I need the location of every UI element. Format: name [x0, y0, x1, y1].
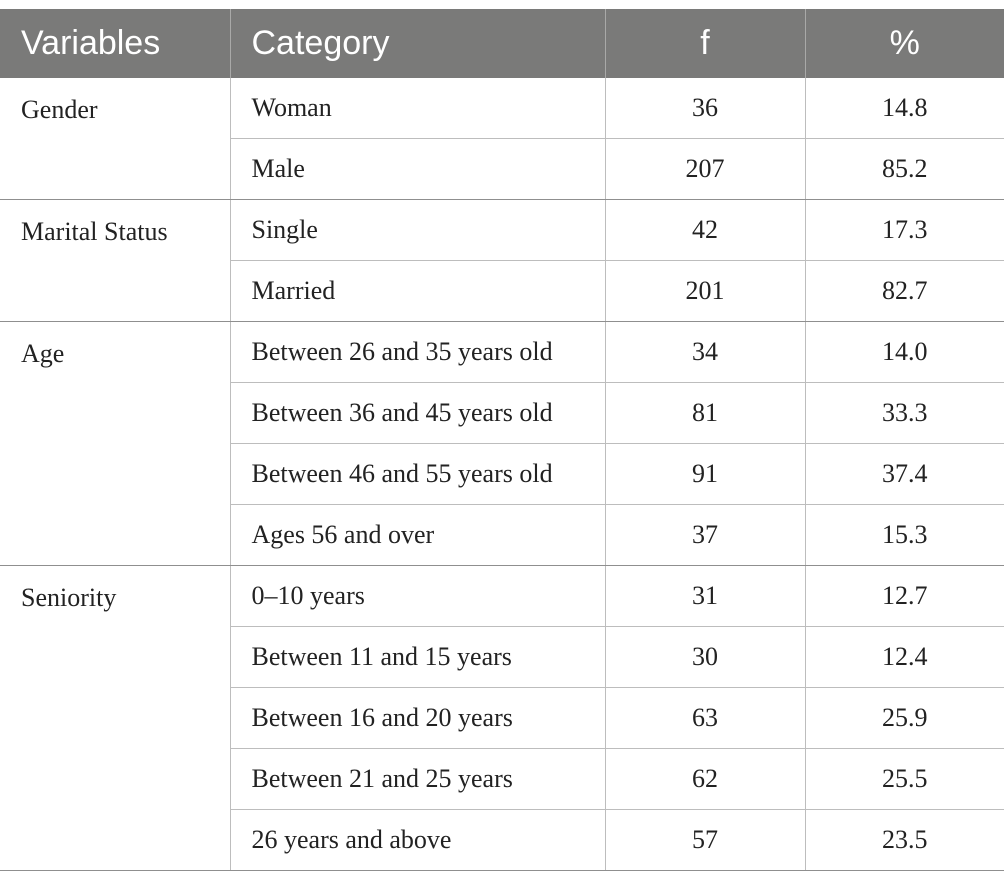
category-cell: Between 36 and 45 years old: [230, 382, 606, 444]
frequency-cell: 207: [605, 138, 806, 200]
frequency-cell: 201: [605, 260, 806, 322]
frequency-cell: 81: [605, 382, 806, 444]
header-category: Category: [230, 9, 606, 78]
category-cell: Between 26 and 35 years old: [230, 321, 606, 383]
table-row: Marital Status Single 42 17.3: [0, 199, 1004, 322]
table-row: Male 207 85.2: [0, 138, 1004, 200]
frequency-table-container: Variables Category f % Gender Woman 36 14.8…: [0, 9, 1004, 871]
header-variables: Variables: [0, 9, 231, 78]
frequency-cell: 91: [605, 443, 806, 505]
percent-cell: 25.9: [805, 687, 1004, 749]
category-cell: 0–10 years: [230, 565, 606, 627]
variable-cell: Gender: [0, 78, 231, 200]
table-row: Age Between 26 and 35 years old 34 14.0: [0, 321, 1004, 566]
table-row: 26 years and above 57 23.5: [0, 809, 1004, 871]
variable-cell: Marital Status: [0, 199, 231, 322]
percent-cell: 33.3: [805, 382, 1004, 444]
table-row: Between 36 and 45 years old 81 33.3: [0, 382, 1004, 444]
percent-cell: 17.3: [805, 199, 1004, 261]
frequency-cell: 31: [605, 565, 806, 627]
variable-cell: Seniority: [0, 565, 231, 871]
percent-cell: 14.8: [805, 78, 1004, 139]
category-cell: Ages 56 and over: [230, 504, 606, 566]
frequency-cell: 34: [605, 321, 806, 383]
header-percent: %: [805, 9, 1004, 78]
frequency-cell: 62: [605, 748, 806, 810]
table-row: Between 11 and 15 years 30 12.4: [0, 626, 1004, 688]
table-row: Married 201 82.7: [0, 260, 1004, 322]
category-cell: Between 21 and 25 years: [230, 748, 606, 810]
header-row: Variables Category f %: [0, 9, 1004, 78]
category-cell: Between 46 and 55 years old: [230, 443, 606, 505]
category-cell: Between 11 and 15 years: [230, 626, 606, 688]
frequency-cell: 42: [605, 199, 806, 261]
percent-cell: 25.5: [805, 748, 1004, 810]
percent-cell: 82.7: [805, 260, 1004, 322]
header-frequency: f: [605, 9, 806, 78]
category-cell: Married: [230, 260, 606, 322]
percent-cell: 85.2: [805, 138, 1004, 200]
frequency-table: Variables Category f % Gender Woman 36 14.8…: [0, 9, 1004, 871]
frequency-cell: 37: [605, 504, 806, 566]
category-cell: 26 years and above: [230, 809, 606, 871]
table-header: Variables Category f %: [0, 9, 1004, 78]
category-cell: Woman: [230, 78, 606, 139]
percent-cell: 23.5: [805, 809, 1004, 871]
percent-cell: 15.3: [805, 504, 1004, 566]
frequency-cell: 63: [605, 687, 806, 749]
table-row: Ages 56 and over 37 15.3: [0, 504, 1004, 566]
category-cell: Male: [230, 138, 606, 200]
frequency-cell: 36: [605, 78, 806, 139]
table-row: Between 21 and 25 years 62 25.5: [0, 748, 1004, 810]
frequency-cell: 30: [605, 626, 806, 688]
percent-cell: 12.7: [805, 565, 1004, 627]
table-row: Gender Woman 36 14.8: [0, 78, 1004, 200]
percent-cell: 37.4: [805, 443, 1004, 505]
table-row: Between 16 and 20 years 63 25.9: [0, 687, 1004, 749]
category-cell: Single: [230, 199, 606, 261]
variable-cell: Age: [0, 321, 231, 566]
percent-cell: 14.0: [805, 321, 1004, 383]
percent-cell: 12.4: [805, 626, 1004, 688]
table-row: Between 46 and 55 years old 91 37.4: [0, 443, 1004, 505]
category-cell: Between 16 and 20 years: [230, 687, 606, 749]
table-row: Seniority 0–10 years 31 12.7: [0, 565, 1004, 871]
frequency-cell: 57: [605, 809, 806, 871]
table-body: Gender Woman 36 14.8 Male 207 85.2 Marital Stat…: [0, 78, 1004, 871]
